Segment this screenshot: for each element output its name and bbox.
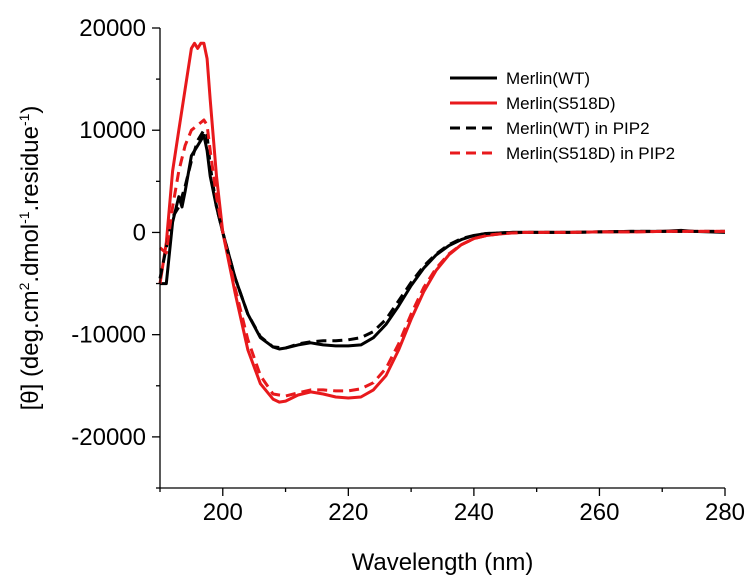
- y-tick-label: 20000: [79, 15, 146, 42]
- legend-label-3: Merlin(WT) in PIP2: [506, 119, 650, 138]
- y-axis-title-prefix: [θ] (deg.cm: [17, 290, 44, 410]
- legend-label-4: Merlin(S518D) in PIP2: [506, 144, 675, 163]
- y-axis-title-sup-2: -1: [16, 211, 32, 224]
- y-tick-label: -10000: [71, 322, 146, 349]
- y-tick-label: 10000: [79, 117, 146, 144]
- y-axis-title-sup-1: 2: [16, 282, 32, 290]
- x-tick-label: 200: [203, 499, 243, 526]
- ticks-layer: 200 220 240 260 280 20000 10000 0 -10000 -20000: [71, 15, 745, 526]
- series-line-2: [158, 41, 725, 404]
- y-axis-title-mid-2: .residue: [17, 126, 44, 211]
- legend-label-2: Merlin(S518D): [506, 94, 616, 113]
- legend-label-1: Merlin(WT): [506, 69, 590, 88]
- x-axis-title: Wavelength (nm): [352, 549, 534, 576]
- x-tick-label: 260: [579, 499, 619, 526]
- y-tick-label: -20000: [71, 424, 146, 451]
- y-axis-title-suffix: ): [17, 106, 44, 114]
- series-line-4: [159, 118, 725, 398]
- y-axis-title-mid: .dmol: [17, 224, 44, 283]
- axes-layer: [159, 28, 725, 489]
- y-axis-title: [θ] (deg.cm2.dmol-1.residue-1): [16, 106, 44, 411]
- legend: Merlin(WT) Merlin(S518D) Merlin(WT) in PIP…: [450, 69, 675, 163]
- x-tick-label: 280: [705, 499, 745, 526]
- series-line-1: [160, 133, 726, 351]
- x-tick-label: 220: [328, 499, 368, 526]
- y-axis-title-sup-3: -1: [16, 113, 32, 126]
- series-layer: [158, 41, 726, 404]
- x-tick-label: 240: [454, 499, 494, 526]
- y-tick-label: 0: [133, 219, 146, 246]
